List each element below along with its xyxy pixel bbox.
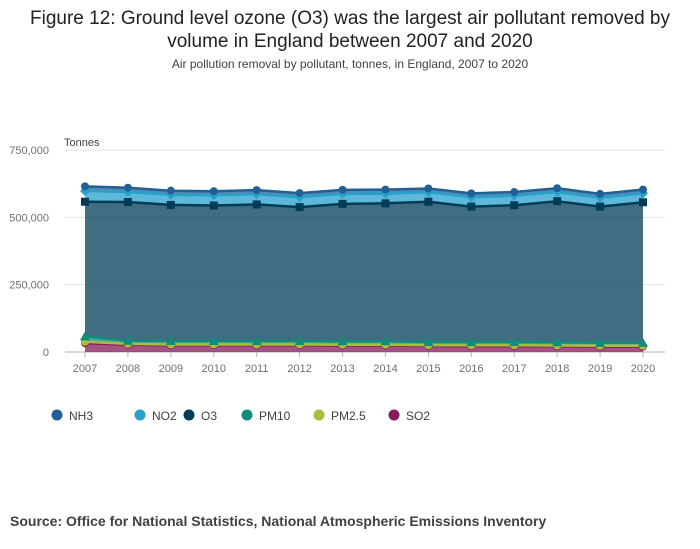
point-nh3 xyxy=(639,185,647,194)
point-nh3 xyxy=(510,188,519,197)
stacked-area-chart: 0 250,000 500,000 750,000 Tonnes 2007 2008 2009… xyxy=(9,137,665,423)
point-nh3 xyxy=(553,184,562,193)
x-tick-label: 2016 xyxy=(459,363,483,375)
legend-marker-o3 xyxy=(183,409,195,421)
point-pm10 xyxy=(80,331,90,341)
point-pm10 xyxy=(423,337,434,347)
x-tick-label: 2010 xyxy=(202,363,226,375)
legend-marker-no2 xyxy=(134,409,146,421)
x-tick-label: 2011 xyxy=(245,363,269,375)
area-no2 xyxy=(85,190,643,208)
legend-label-nh3: NH3 xyxy=(69,409,93,423)
x-tick-label: 2018 xyxy=(545,363,569,375)
point-pm10 xyxy=(337,336,348,346)
point-pm10 xyxy=(122,335,133,345)
point-pm10 xyxy=(595,337,606,347)
point-nh3 xyxy=(209,187,218,196)
legend-label-pm10: PM10 xyxy=(259,409,291,423)
line-nh3 xyxy=(84,185,644,196)
point-nh3 xyxy=(81,182,89,191)
point-nh3 xyxy=(596,189,605,198)
point-o3 xyxy=(467,202,476,211)
legend-label-no2: NO2 xyxy=(152,409,177,423)
point-o3 xyxy=(424,197,433,206)
legend-label-pm25: PM2.5 xyxy=(331,409,366,423)
point-pm10 xyxy=(208,335,219,345)
x-tick-label: 2008 xyxy=(116,363,140,375)
point-o3 xyxy=(381,199,390,208)
x-tick-label: 2009 xyxy=(159,363,183,375)
x-tick-label: 2007 xyxy=(73,363,97,375)
point-pm10 xyxy=(466,337,477,347)
point-o3 xyxy=(209,201,218,210)
point-o3 xyxy=(639,198,647,207)
source-note: Source: Office for National Statistics, … xyxy=(10,513,547,529)
point-pm10 xyxy=(638,337,648,347)
point-nh3 xyxy=(295,189,304,198)
x-tick-label: 2012 xyxy=(287,363,311,375)
y-axis-label: Tonnes xyxy=(64,137,100,149)
legend-label-so2: SO2 xyxy=(406,409,430,423)
point-o3 xyxy=(123,197,132,206)
point-pm10 xyxy=(251,335,262,345)
point-o3 xyxy=(553,197,562,206)
x-tick-label: 2017 xyxy=(502,363,526,375)
point-pm10 xyxy=(294,335,305,345)
legend-marker-so2 xyxy=(388,409,400,421)
line-pm10 xyxy=(84,335,643,345)
legend-label-o3: O3 xyxy=(201,409,217,423)
y-tick-label: 750,000 xyxy=(9,145,49,157)
x-tick-label: 2013 xyxy=(330,363,354,375)
point-nh3 xyxy=(123,183,132,192)
line-pm25 xyxy=(84,340,643,348)
chart-title-line-2: volume in England between 2007 and 2020 xyxy=(167,31,533,52)
point-pm10 xyxy=(165,335,176,345)
point-o3 xyxy=(338,199,347,208)
point-pm10 xyxy=(552,337,563,347)
chart-title-line-1: Figure 12: Ground level ozone (O3) was t… xyxy=(30,8,670,29)
y-tick-label: 500,000 xyxy=(9,212,49,224)
point-pm10 xyxy=(380,336,391,346)
y-tick-label: 0 xyxy=(43,347,49,359)
x-tick-label: 2014 xyxy=(373,363,397,375)
x-tick-label: 2020 xyxy=(631,363,655,375)
chart-title: Figure 12: Ground level ozone (O3) was t… xyxy=(0,7,700,53)
point-pm10 xyxy=(509,337,520,347)
point-o3 xyxy=(252,200,261,209)
legend-marker-nh3 xyxy=(51,409,63,421)
legend-marker-pm10 xyxy=(241,409,253,421)
point-nh3 xyxy=(166,186,175,195)
line-o3 xyxy=(84,199,644,209)
chart-subtitle: Air pollution removal by pollutant, tonn… xyxy=(171,57,529,71)
point-nh3 xyxy=(252,186,261,195)
legend-marker-pm25 xyxy=(313,409,325,421)
point-o3 xyxy=(596,202,605,211)
point-nh3 xyxy=(338,185,347,194)
point-o3 xyxy=(295,203,304,212)
point-nh3 xyxy=(381,185,390,194)
y-tick-label: 250,000 xyxy=(9,280,49,292)
x-tick-label: 2015 xyxy=(416,363,440,375)
point-nh3 xyxy=(424,184,433,193)
line-no2 xyxy=(84,189,644,199)
point-o3 xyxy=(510,201,519,210)
point-o3 xyxy=(166,200,175,209)
x-tick-label: 2019 xyxy=(588,363,612,375)
point-nh3 xyxy=(467,189,476,198)
area-o3 xyxy=(85,201,643,343)
point-o3 xyxy=(81,197,89,206)
